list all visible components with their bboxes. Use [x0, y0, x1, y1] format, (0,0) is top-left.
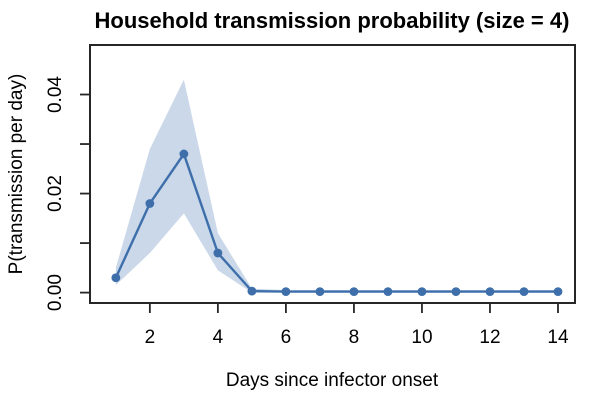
plot-content: 2 4 6 8 10 12 14 0.00 0.02 0.04	[45, 44, 576, 348]
data-point-day-12	[485, 287, 495, 297]
x-axis-tick-label: 6	[281, 327, 292, 348]
x-axis-label: Days since infector onset	[226, 370, 439, 391]
data-point-day-11	[451, 287, 461, 297]
y-axis-tick-label: 0.04	[45, 76, 66, 113]
data-point-day-8	[349, 287, 359, 297]
y-axis-tick-label: 0.00	[45, 274, 66, 311]
x-axis-tick-label: 12	[479, 327, 500, 348]
data-point-day-10	[417, 287, 427, 297]
confidence-band	[115, 79, 558, 293]
data-point-day-1	[111, 273, 121, 283]
chart-title: Household transmission probability (size…	[95, 8, 570, 33]
data-point-day-5	[247, 286, 257, 296]
plot-border	[89, 44, 576, 304]
data-point-day-4	[213, 248, 223, 258]
y-axis-label: P(transmission per day)	[6, 74, 27, 275]
x-axis-tick-label: 8	[349, 327, 360, 348]
y-axis-tick-label: 0.02	[45, 175, 66, 212]
x-axis-tick-label: 2	[145, 327, 156, 348]
data-point-day-13	[519, 287, 529, 297]
data-point-day-7	[315, 287, 325, 297]
data-point-day-2	[145, 199, 155, 208]
x-axis-tick-label: 4	[213, 327, 224, 348]
data-point-day-14	[553, 287, 563, 297]
data-line	[114, 152, 560, 293]
x-axis-tick-label: 10	[411, 327, 432, 348]
data-point-day-3	[179, 149, 189, 159]
x-axis-tick-label: 14	[547, 327, 569, 348]
data-point-day-9	[383, 287, 393, 297]
data-point-day-6	[281, 287, 291, 297]
